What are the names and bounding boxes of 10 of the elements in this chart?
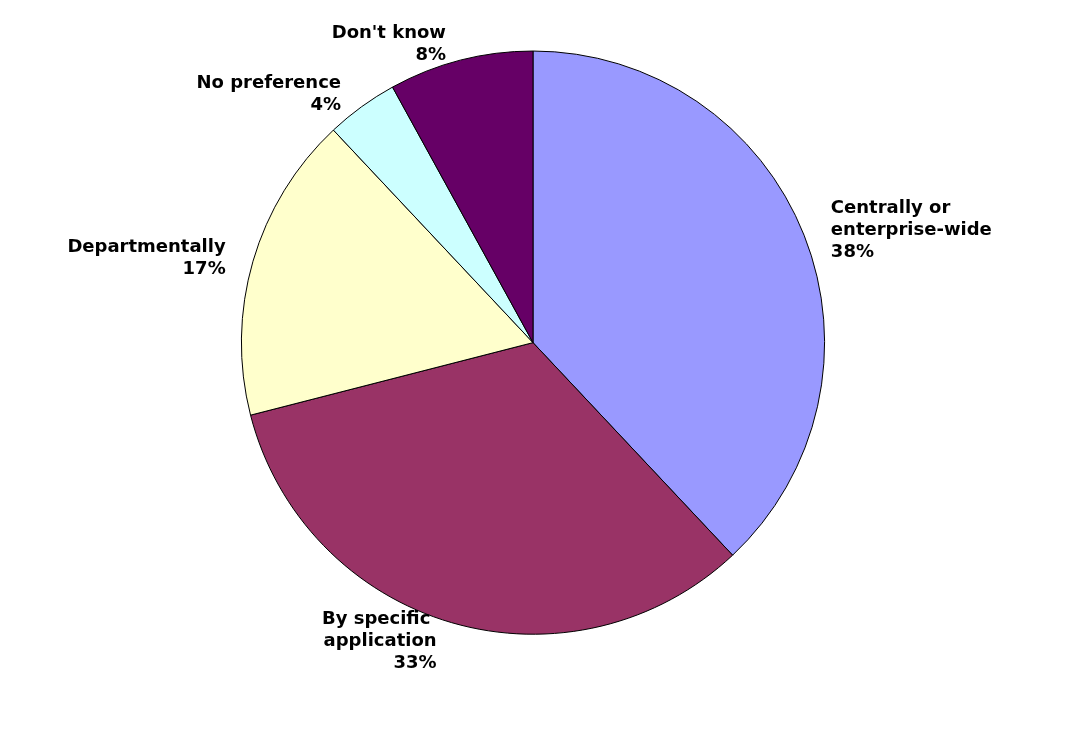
data-label: 4% — [310, 92, 342, 114]
data-label: 38% — [830, 240, 874, 262]
slice-label: Departmentally — [67, 234, 226, 256]
slice-label: No preference — [196, 70, 342, 92]
data-label: 17% — [182, 256, 226, 278]
data-label: 33% — [393, 651, 437, 673]
slice-label: By specific application — [321, 607, 437, 651]
slice-label: Don't know — [331, 21, 447, 43]
slice-label: Centrally or enterprise-wide — [830, 196, 992, 240]
data-label: 8% — [415, 43, 447, 65]
